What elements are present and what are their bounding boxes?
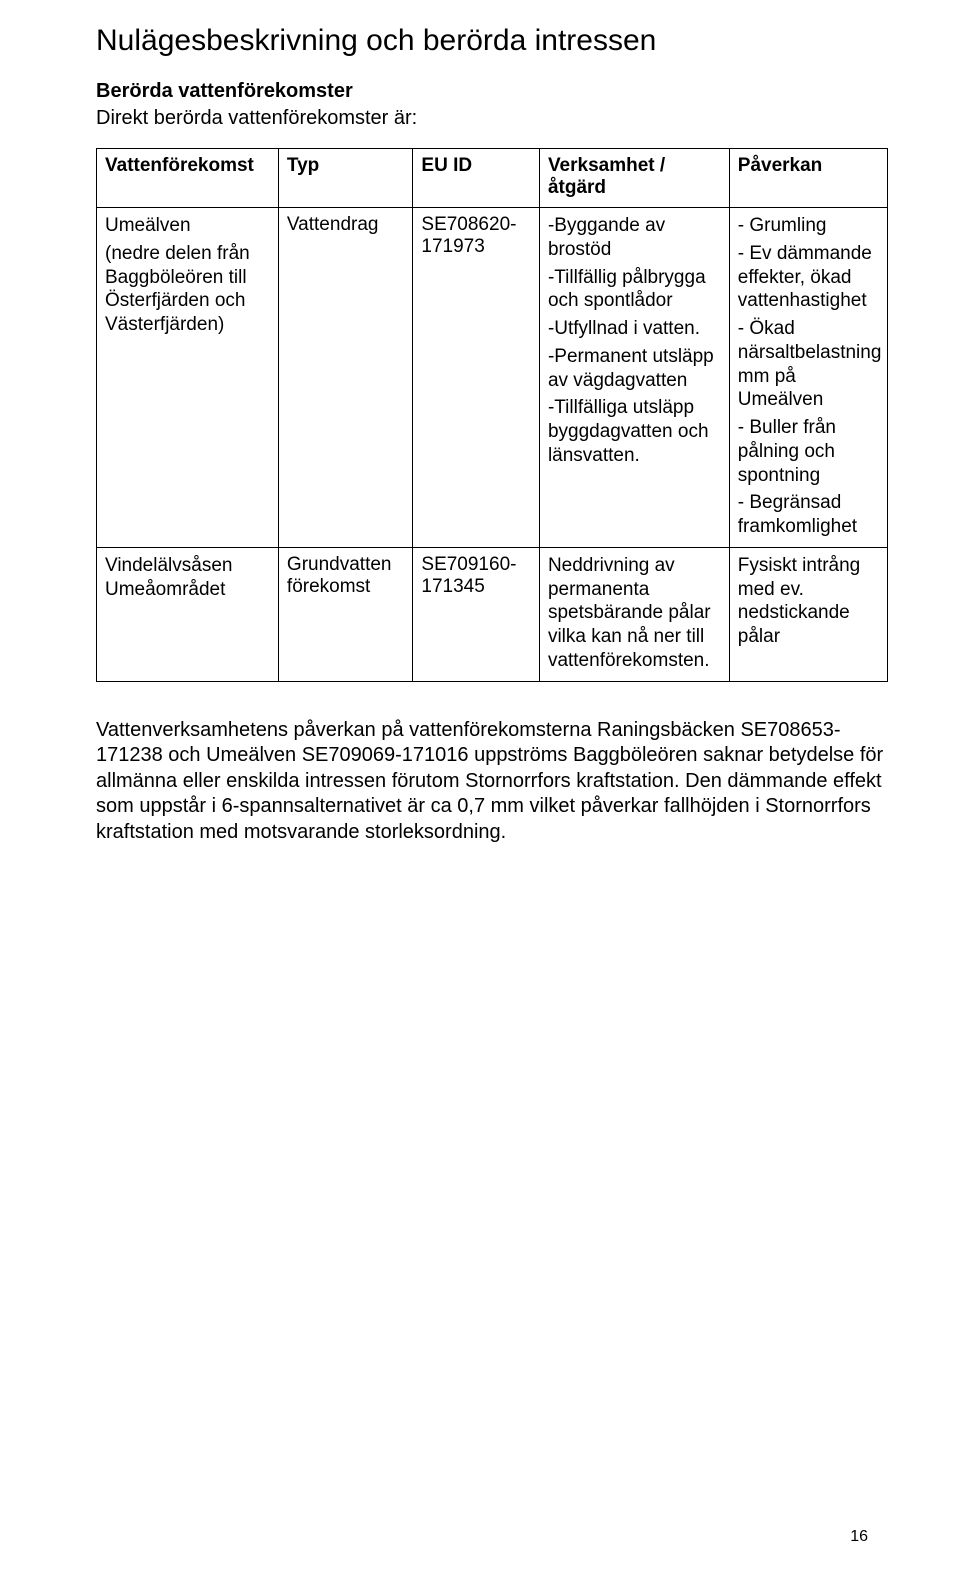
table-header: Verksamhet / åtgärd bbox=[539, 149, 729, 208]
cell-line: - Ev dämmande effekter, ökad vattenhasti… bbox=[738, 242, 879, 313]
cell-line: -Tillfälliga utsläpp byggdagvatten och l… bbox=[548, 396, 721, 467]
table-cell: Grundvatten förekomst bbox=[278, 547, 412, 681]
cell-line: (nedre delen från Baggböleören till Öste… bbox=[105, 242, 270, 337]
cell-line: - Buller från pålning och spontning bbox=[738, 416, 879, 487]
document-page: Nulägesbeskrivning och berörda intressen… bbox=[0, 0, 960, 1574]
page-number: 16 bbox=[850, 1528, 868, 1546]
table-cell: SE708620-171973 bbox=[413, 208, 540, 548]
table-header: Typ bbox=[278, 149, 412, 208]
cell-line: -Permanent utsläpp av vägdagvatten bbox=[548, 345, 721, 393]
closing-paragraph: Vattenverksamhetens påverkan på vattenfö… bbox=[96, 718, 888, 846]
table-cell: -Byggande av brostöd -Tillfällig pålbryg… bbox=[539, 208, 729, 548]
section-subheading: Berörda vattenförekomster bbox=[96, 80, 888, 103]
table-cell: Vindelälvsåsen Umeåområdet bbox=[97, 547, 279, 681]
cell-line: -Tillfällig pålbrygga och spontlådor bbox=[548, 266, 721, 314]
table-cell: Fysiskt intrång med ev. nedstickande pål… bbox=[729, 547, 887, 681]
cell-line: -Byggande av brostöd bbox=[548, 214, 721, 262]
water-bodies-table: Vattenförekomst Typ EU ID Verksamhet / å… bbox=[96, 148, 888, 682]
table-header: EU ID bbox=[413, 149, 540, 208]
table-cell: Vattendrag bbox=[278, 208, 412, 548]
cell-line: - Grumling bbox=[738, 214, 879, 238]
table-row: Vindelälvsåsen Umeåområdet Grundvatten f… bbox=[97, 547, 888, 681]
table-cell: Umeälven (nedre delen från Baggböleören … bbox=[97, 208, 279, 548]
section-lead: Direkt berörda vattenförekomster är: bbox=[96, 107, 888, 130]
page-title: Nulägesbeskrivning och berörda intressen bbox=[96, 24, 888, 58]
table-cell: Neddrivning av permanenta spetsbärande p… bbox=[539, 547, 729, 681]
cell-line: Umeälven bbox=[105, 214, 270, 238]
table-cell: - Grumling - Ev dämmande effekter, ökad … bbox=[729, 208, 887, 548]
table-cell: SE709160-171345 bbox=[413, 547, 540, 681]
cell-line: Fysiskt intrång med ev. nedstickande pål… bbox=[738, 554, 879, 649]
cell-line: Neddrivning av permanenta spetsbärande p… bbox=[548, 554, 721, 673]
table-row: Umeälven (nedre delen från Baggböleören … bbox=[97, 208, 888, 548]
cell-line: Vindelälvsåsen Umeåområdet bbox=[105, 554, 270, 602]
cell-line: -Utfyllnad i vatten. bbox=[548, 317, 721, 341]
cell-line: - Ökad närsaltbelastning mm på Umeälven bbox=[738, 317, 879, 412]
table-header-row: Vattenförekomst Typ EU ID Verksamhet / å… bbox=[97, 149, 888, 208]
table-header: Påverkan bbox=[729, 149, 887, 208]
table-header: Vattenförekomst bbox=[97, 149, 279, 208]
cell-line: - Begränsad framkomlighet bbox=[738, 491, 879, 539]
